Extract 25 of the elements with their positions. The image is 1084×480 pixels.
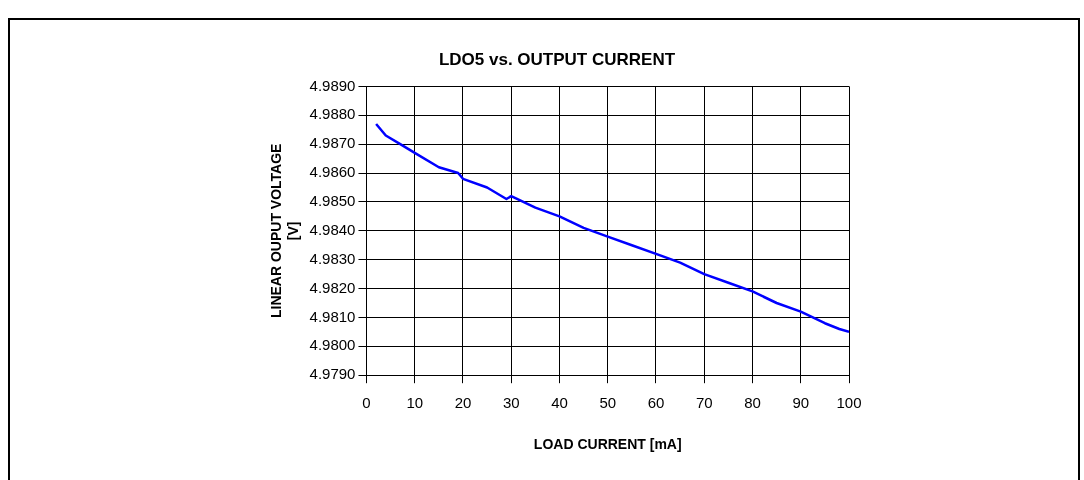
x-axis-title: LOAD CURRENT [mA] (533, 436, 682, 453)
x-tick-label: 40 (551, 394, 568, 412)
x-tick-label: 0 (362, 394, 371, 412)
y-axis-title: LINEAR OUPUT VOLTAGE [V] (268, 143, 302, 319)
y-tick-label: 4.9870 (309, 134, 356, 152)
x-tick-label: 60 (647, 394, 665, 412)
y-tick-label: 4.9850 (309, 192, 356, 210)
y-tick-label: 4.9820 (309, 278, 356, 296)
x-tick-label: 100 (836, 394, 862, 412)
x-tick-label: 70 (695, 394, 713, 412)
y-tick-label: 4.9840 (309, 220, 356, 238)
y-tick-label: 4.9880 (309, 105, 356, 123)
x-tick-label: 50 (599, 394, 617, 412)
y-tick-label: 4.9860 (309, 163, 356, 181)
y-tick-label: 4.9800 (309, 336, 356, 354)
x-tick-label: 90 (792, 394, 810, 412)
x-tick-label: 30 (502, 394, 520, 412)
x-tick-label: 80 (744, 394, 761, 412)
x-tick-label: 10 (406, 394, 424, 412)
y-tick-label: 4.9890 (309, 76, 356, 94)
y-tick-label: 4.9810 (309, 307, 356, 325)
y-tick-label: 4.9830 (309, 249, 356, 267)
y-tick-label: 4.9790 (309, 365, 356, 383)
chart-title: LDO5 vs. OUTPUT CURRENT (438, 49, 676, 69)
x-tick-label: 20 (454, 394, 472, 412)
